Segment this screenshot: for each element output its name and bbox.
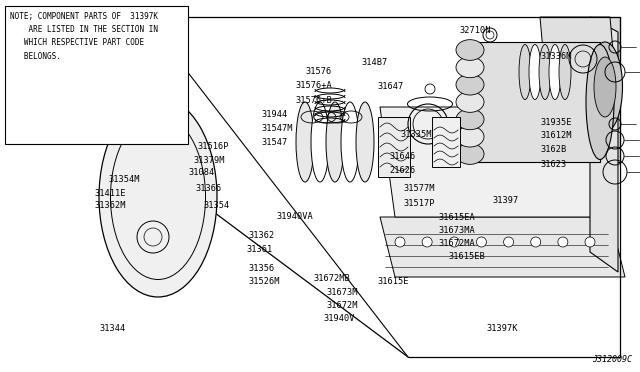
- Circle shape: [531, 237, 541, 247]
- Ellipse shape: [341, 102, 359, 182]
- Text: 31940VA: 31940VA: [276, 212, 313, 221]
- Text: 31354: 31354: [204, 201, 230, 210]
- Polygon shape: [380, 217, 625, 277]
- Ellipse shape: [539, 45, 551, 99]
- Text: 31673MA: 31673MA: [438, 226, 475, 235]
- Circle shape: [476, 237, 486, 247]
- Text: 31935E: 31935E: [541, 118, 572, 126]
- Text: 31344: 31344: [99, 324, 125, 333]
- Text: 31623: 31623: [541, 160, 567, 169]
- Ellipse shape: [456, 40, 484, 60]
- Ellipse shape: [549, 45, 561, 99]
- Ellipse shape: [296, 102, 314, 182]
- Ellipse shape: [99, 97, 217, 297]
- Bar: [5, 6, 188, 144]
- Text: 31576+B: 31576+B: [296, 96, 332, 105]
- Text: 31379M: 31379M: [193, 156, 225, 165]
- Text: 31335M: 31335M: [400, 130, 431, 139]
- Text: 31397: 31397: [493, 196, 519, 205]
- Polygon shape: [380, 107, 605, 217]
- Text: 31576: 31576: [306, 67, 332, 76]
- Text: 314B7: 314B7: [362, 58, 388, 67]
- Text: 31612M: 31612M: [541, 131, 572, 140]
- Text: 31615EB: 31615EB: [448, 252, 484, 261]
- Text: 31526M: 31526M: [248, 278, 280, 286]
- Text: 32710N: 32710N: [460, 26, 491, 35]
- Circle shape: [558, 237, 568, 247]
- Text: 31647: 31647: [378, 82, 404, 91]
- Polygon shape: [470, 42, 600, 162]
- Ellipse shape: [456, 92, 484, 112]
- Circle shape: [422, 237, 432, 247]
- Text: 31576+A: 31576+A: [296, 81, 332, 90]
- Ellipse shape: [456, 74, 484, 95]
- Text: 31615E: 31615E: [378, 278, 409, 286]
- Circle shape: [395, 237, 405, 247]
- Polygon shape: [540, 17, 618, 107]
- Ellipse shape: [356, 102, 374, 182]
- Text: 3162B: 3162B: [541, 145, 567, 154]
- Text: 31361: 31361: [246, 246, 273, 254]
- Text: 31362: 31362: [248, 231, 275, 240]
- Ellipse shape: [559, 45, 571, 99]
- Text: 31944: 31944: [261, 110, 287, 119]
- Ellipse shape: [586, 45, 614, 160]
- Bar: [378, 117, 410, 177]
- Circle shape: [504, 237, 513, 247]
- Polygon shape: [590, 17, 620, 162]
- Text: 31397K: 31397K: [486, 324, 518, 333]
- Circle shape: [585, 237, 595, 247]
- Text: 31646: 31646: [389, 153, 415, 161]
- Text: 31615EA: 31615EA: [438, 213, 475, 222]
- Ellipse shape: [326, 102, 344, 182]
- Text: 21626: 21626: [389, 166, 415, 175]
- Ellipse shape: [456, 126, 484, 147]
- Text: 31356: 31356: [248, 264, 275, 273]
- Text: 31672MB: 31672MB: [314, 274, 350, 283]
- Text: 31354M: 31354M: [109, 175, 140, 184]
- Text: J312009C: J312009C: [592, 355, 632, 364]
- Text: 31516P: 31516P: [197, 142, 228, 151]
- Text: 31672M: 31672M: [326, 301, 358, 310]
- Text: 31547: 31547: [261, 138, 287, 147]
- Text: 31366: 31366: [195, 185, 221, 193]
- Polygon shape: [590, 17, 618, 272]
- Ellipse shape: [456, 144, 484, 164]
- Ellipse shape: [594, 57, 616, 117]
- Text: 31084: 31084: [189, 169, 215, 177]
- Text: 31411E: 31411E: [95, 189, 126, 198]
- Circle shape: [449, 237, 460, 247]
- Text: 31517P: 31517P: [403, 199, 435, 208]
- Text: 31673M: 31673M: [326, 288, 358, 296]
- Text: 31940V: 31940V: [323, 314, 355, 323]
- Text: NOTE; COMPONENT PARTS OF  31397K
    ARE LISTED IN THE SECTION IN
   WHICH RESPE: NOTE; COMPONENT PARTS OF 31397K ARE LIST…: [10, 12, 158, 61]
- Text: 31547M: 31547M: [261, 124, 292, 133]
- Ellipse shape: [311, 102, 329, 182]
- Text: 31577M: 31577M: [403, 184, 435, 193]
- Ellipse shape: [588, 42, 623, 132]
- Text: 31362M: 31362M: [95, 201, 126, 210]
- Ellipse shape: [529, 45, 541, 99]
- Bar: [432, 117, 460, 167]
- Ellipse shape: [456, 57, 484, 78]
- Ellipse shape: [519, 45, 531, 99]
- Text: 31672MA: 31672MA: [438, 239, 475, 248]
- Ellipse shape: [456, 109, 484, 130]
- Text: 31336M: 31336M: [541, 52, 572, 61]
